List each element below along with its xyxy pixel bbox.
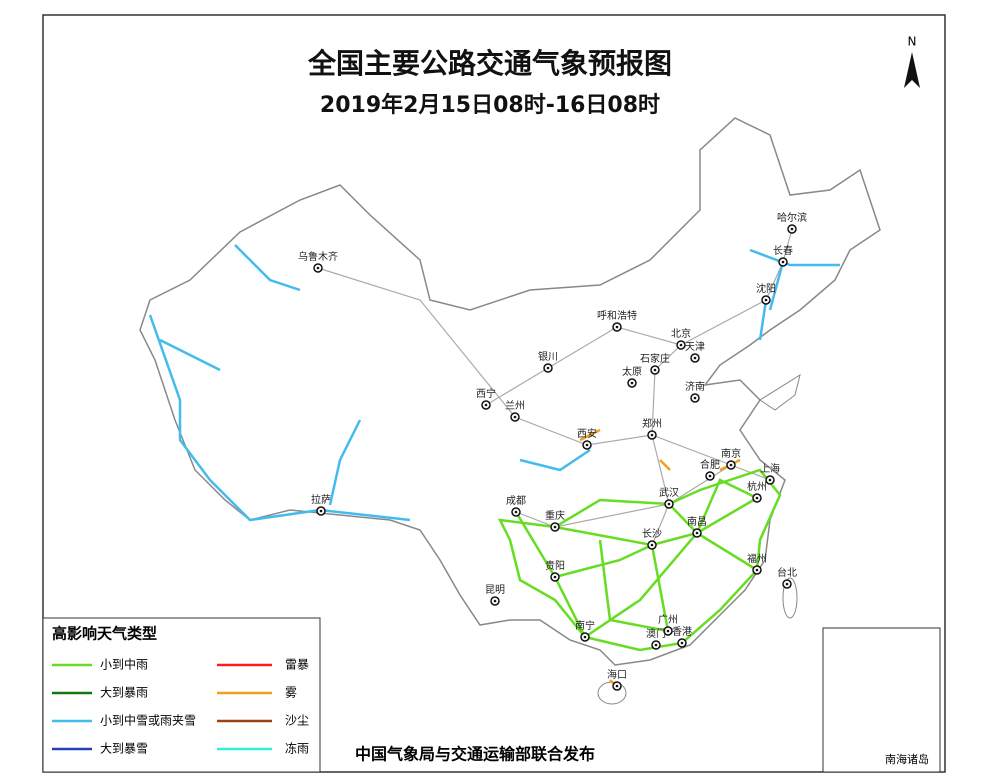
city-label: 石家庄 (640, 352, 670, 365)
legend-label: 雷暴 (285, 658, 309, 672)
city-dot (790, 227, 794, 231)
legend-box (42, 617, 321, 773)
city-dot (667, 502, 671, 506)
city-label: 银川 (538, 350, 558, 363)
city-label: 西宁 (476, 387, 496, 400)
city-dot (553, 525, 557, 529)
city-dot (553, 575, 557, 579)
city-label: 广州 (658, 614, 678, 626)
city-label: 南宁 (575, 619, 595, 632)
city-dot (484, 403, 488, 407)
city-label: 重庆 (545, 509, 565, 522)
city-dot (693, 356, 697, 360)
city-label: 南京 (721, 447, 741, 460)
city-label: 沈阳 (756, 282, 776, 295)
city-dot (493, 599, 497, 603)
city-dot (666, 629, 670, 633)
city-dot (755, 496, 759, 500)
city-label: 南昌 (687, 515, 707, 528)
city-dot (708, 474, 712, 478)
title: 全国主要公路交通气象预报图 (307, 47, 672, 80)
city-dot (546, 366, 550, 370)
city-label: 杭州 (747, 480, 767, 493)
city-label: 乌鲁木齐 (298, 250, 338, 263)
inset-label: 南海诸岛 (885, 752, 929, 766)
legend-label: 小到中雨 (100, 657, 148, 672)
city-dot (615, 684, 619, 688)
city-label: 上海 (760, 462, 780, 475)
north-arrow (904, 52, 920, 88)
city-dot (729, 463, 733, 467)
legend-label: 大到暴雨 (100, 686, 148, 700)
legend-label: 小到中雪或雨夹雪 (100, 713, 196, 728)
city-dot (514, 510, 518, 514)
city-dot (679, 343, 683, 347)
city-dot (654, 643, 658, 647)
city-dot (319, 509, 323, 513)
city-label: 澳门 (646, 627, 666, 640)
city-label: 昆明 (485, 584, 505, 596)
city-label: 天津 (685, 341, 705, 353)
city-label: 呼和浩特 (597, 310, 637, 322)
city-label: 拉萨 (311, 493, 331, 506)
north-label: N (908, 35, 917, 49)
city-dot (764, 298, 768, 302)
city-dot (781, 260, 785, 264)
city-dot (693, 396, 697, 400)
city-label: 长春 (773, 245, 793, 257)
city-dot (650, 543, 654, 547)
city-label: 长沙 (642, 528, 662, 540)
footer: 中国气象局与交通运输部联合发布 (355, 745, 595, 764)
legend-label: 大到暴雪 (100, 742, 148, 756)
city-label: 哈尔滨 (777, 211, 807, 224)
city-dot (513, 415, 517, 419)
city-dot (583, 635, 587, 639)
city-dot (650, 433, 654, 437)
legend-label: 雾 (285, 686, 297, 700)
city-dot (630, 381, 634, 385)
city-label: 兰州 (505, 399, 525, 412)
city-label: 西安 (577, 427, 597, 440)
city-dot (680, 641, 684, 645)
legend-label: 沙尘 (285, 714, 309, 728)
city-label: 贵阳 (545, 559, 565, 572)
legend-label: 冻雨 (285, 741, 309, 756)
city-label: 成都 (506, 495, 526, 507)
city-label: 太原 (622, 365, 642, 378)
city-dot (768, 478, 772, 482)
city-dot (755, 568, 759, 572)
city-label: 郑州 (642, 417, 662, 430)
city-label: 济南 (685, 380, 705, 393)
legend-title: 高影响天气类型 (52, 625, 157, 643)
city-dot (316, 266, 320, 270)
city-label: 海口 (607, 668, 627, 681)
city-dot (653, 368, 657, 372)
city-dot (785, 582, 789, 586)
city-label: 合肥 (700, 458, 720, 471)
city-label: 武汉 (659, 486, 679, 499)
inset-box (822, 627, 941, 773)
city-label: 台北 (777, 566, 797, 579)
shandong-coast (759, 373, 801, 411)
hainan (597, 681, 627, 705)
subtitle: 2019年2月15日08时-16日08时 (320, 92, 660, 118)
city-label: 香港 (672, 626, 692, 638)
city-dot (695, 531, 699, 535)
city-dot (615, 325, 619, 329)
city-label: 福州 (747, 552, 767, 565)
city-label: 北京 (671, 327, 691, 340)
city-dot (585, 443, 589, 447)
